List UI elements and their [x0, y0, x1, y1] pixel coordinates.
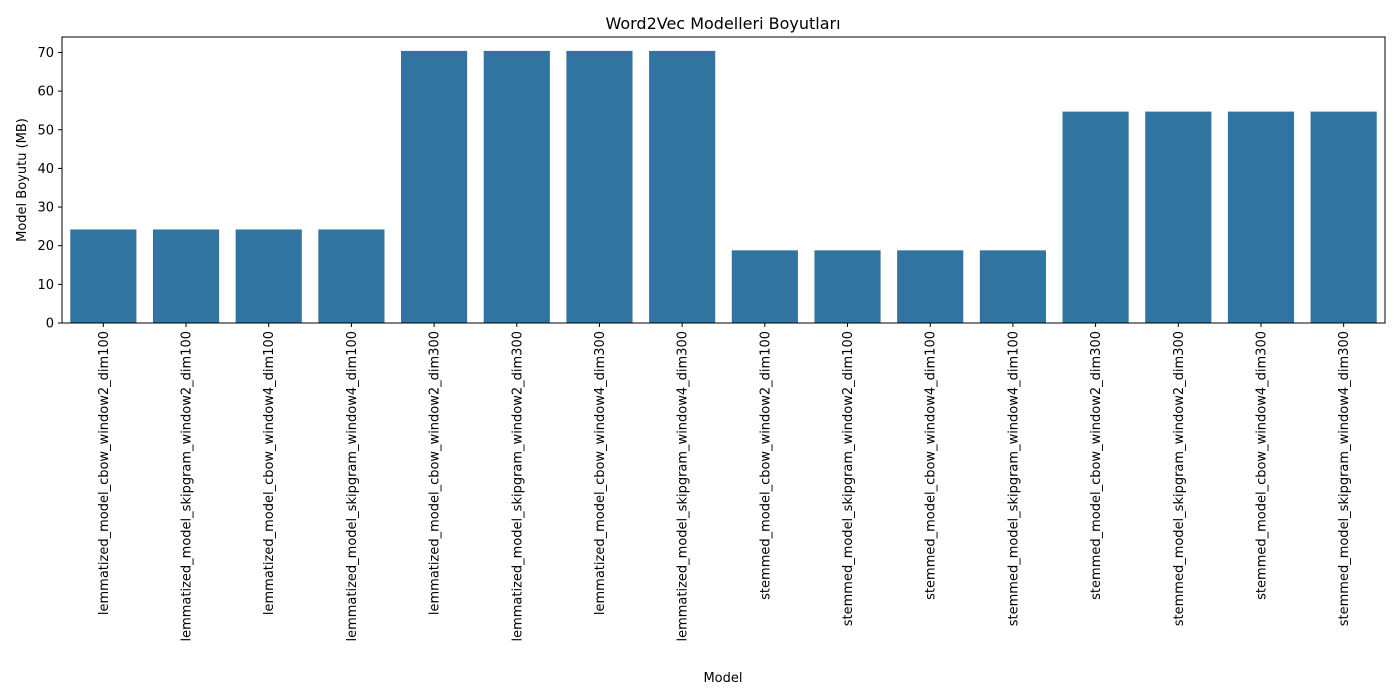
y-tick-label: 70 — [37, 46, 54, 61]
y-tick-label: 10 — [37, 278, 54, 293]
bar — [814, 250, 881, 323]
bar — [1145, 111, 1212, 323]
bar — [70, 229, 137, 323]
bar — [401, 50, 468, 323]
x-tick-label: lemmatized_model_skipgram_window4_dim300 — [676, 331, 691, 642]
plot-frame — [61, 36, 1386, 324]
y-tick-label: 60 — [37, 85, 54, 100]
y-tick-label: 40 — [37, 162, 54, 177]
bar — [1227, 111, 1295, 323]
bar — [1062, 111, 1129, 323]
x-tick-label: lemmatized_model_skipgram_window4_dim100 — [345, 331, 360, 642]
x-tick-label: stemmed_model_skipgram_window2_dim300 — [1172, 331, 1187, 626]
chart-title: Word2Vec Modelleri Boyutları — [605, 14, 840, 33]
x-tick-label: stemmed_model_skipgram_window4_dim100 — [1006, 331, 1021, 626]
bar — [731, 250, 798, 323]
bar — [318, 229, 385, 323]
x-axis: lemmatized_model_cbow_window2_dim100 lemm… — [97, 323, 1352, 642]
bar — [897, 250, 964, 323]
x-tick-label: stemmed_model_cbow_window4_dim300 — [1254, 331, 1269, 600]
x-tick-label: lemmatized_model_cbow_window2_dim300 — [428, 331, 443, 615]
x-tick-label: lemmatized_model_cbow_window2_dim100 — [97, 331, 112, 615]
x-tick-label: lemmatized_model_skipgram_window2_dim100 — [180, 331, 195, 642]
bar — [483, 50, 550, 323]
y-tick-label: 30 — [37, 201, 54, 216]
x-tick-label: lemmatized_model_cbow_window4_dim300 — [593, 331, 608, 615]
y-tick-label: 20 — [37, 239, 54, 254]
x-tick-label: stemmed_model_skipgram_window4_dim300 — [1337, 331, 1352, 626]
bar — [235, 229, 302, 323]
bar — [649, 50, 716, 323]
x-tick-label: stemmed_model_cbow_window2_dim300 — [1089, 331, 1104, 600]
x-tick-label: stemmed_model_cbow_window4_dim100 — [924, 331, 939, 600]
bar — [152, 229, 220, 323]
x-tick-label: lemmatized_model_skipgram_window2_dim300 — [510, 331, 525, 642]
x-tick-label: stemmed_model_skipgram_window2_dim100 — [841, 331, 856, 626]
bar — [1310, 111, 1377, 323]
x-tick-label: stemmed_model_cbow_window2_dim100 — [758, 331, 773, 600]
y-tick-label: 0 — [46, 317, 54, 332]
bar — [566, 50, 633, 323]
x-axis-label: Model — [703, 671, 742, 686]
y-axis-label: Model Boyutu (MB) — [15, 118, 30, 242]
bars-group — [70, 50, 1377, 323]
bar — [979, 250, 1046, 323]
y-tick-label: 50 — [37, 123, 54, 138]
y-axis: 0 10 20 30 40 50 60 70 — [37, 46, 62, 332]
x-tick-label: lemmatized_model_cbow_window4_dim100 — [262, 331, 277, 615]
